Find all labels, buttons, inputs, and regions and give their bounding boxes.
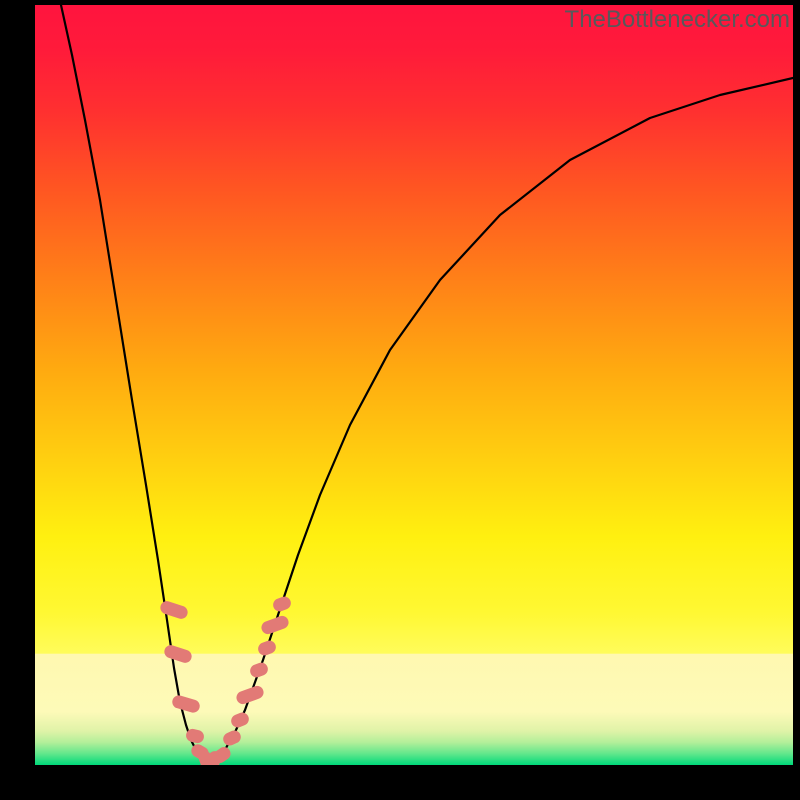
- frame-left: [0, 0, 35, 800]
- chart-root: TheBottlenecker.com: [0, 0, 800, 800]
- data-marker: [163, 643, 194, 664]
- data-marker: [221, 728, 243, 747]
- data-marker: [256, 639, 277, 657]
- data-marker: [171, 694, 201, 714]
- data-marker: [248, 661, 269, 679]
- data-marker: [271, 595, 292, 613]
- data-marker: [260, 614, 291, 636]
- watermark-text: TheBottlenecker.com: [565, 6, 790, 34]
- data-marker: [235, 684, 266, 706]
- frame-right: [793, 0, 800, 800]
- data-marker: [229, 711, 251, 730]
- curve-layer: [35, 5, 793, 765]
- frame-bottom: [0, 765, 800, 800]
- plot-area: [35, 5, 793, 765]
- data-marker: [159, 599, 190, 620]
